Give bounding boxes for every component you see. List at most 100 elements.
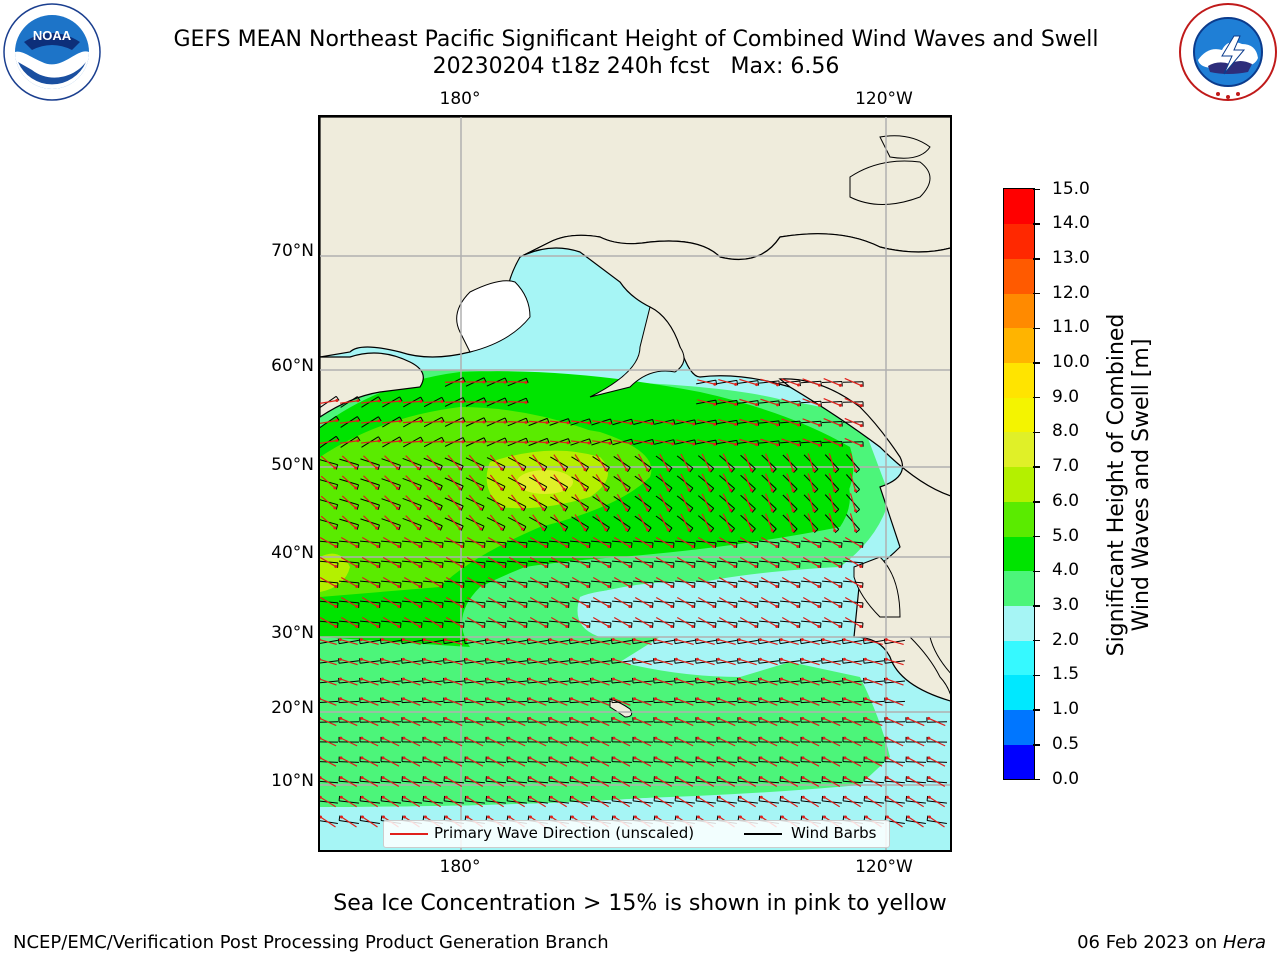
- wave-arrow-head: [360, 697, 364, 701]
- wave-arrow: [381, 440, 401, 444]
- wave-arrow-head: [717, 815, 721, 819]
- wave-arrow-head: [633, 815, 637, 819]
- colorbar-tick-label: 0.5: [1052, 733, 1080, 754]
- wave-arrow-head: [675, 736, 679, 740]
- wave-arrow-head: [570, 697, 574, 701]
- wave-arrow-head: [843, 677, 847, 681]
- wave-arrow-head: [645, 488, 649, 492]
- wind-barb-flag: [523, 466, 527, 472]
- wave-arrow-head: [770, 528, 774, 532]
- wave-arrow: [802, 398, 820, 406]
- colorbar-tick: [1033, 396, 1040, 399]
- wave-arrow: [677, 796, 693, 808]
- wave-arrow-head: [817, 443, 821, 447]
- wave-arrow-head: [759, 776, 763, 780]
- wind-barb-flag: [730, 528, 735, 533]
- wind-barb-flag: [543, 486, 548, 492]
- wave-arrow: [697, 658, 715, 666]
- wave-arrow-head: [754, 565, 758, 568]
- wave-arrow: [592, 717, 610, 727]
- wave-arrow-head: [713, 382, 717, 386]
- wind-barb-flag: [757, 420, 760, 426]
- wave-arrow-head: [320, 716, 322, 720]
- wave-arrow-head: [545, 441, 549, 445]
- wave-arrow-head: [628, 545, 632, 548]
- wind-barb-flag: [627, 507, 631, 513]
- wind-barb-flag: [793, 508, 798, 513]
- wave-arrow-head: [670, 605, 674, 608]
- wave-arrow-head: [523, 625, 527, 628]
- wave-arrow-head: [418, 605, 422, 608]
- wave-arrow: [466, 556, 484, 568]
- wave-arrow-head: [481, 545, 485, 548]
- wave-arrow-head: [843, 776, 847, 780]
- wave-arrow-head: [758, 657, 762, 661]
- wave-arrow: [616, 453, 628, 471]
- wave-arrow: [571, 616, 589, 628]
- wave-arrow-head: [864, 776, 868, 780]
- wave-arrow-head: [444, 815, 448, 819]
- wave-arrow: [680, 473, 690, 491]
- wave-arrow: [361, 576, 379, 588]
- wave-arrow-head: [356, 399, 360, 403]
- wind-barb-flag: [606, 487, 610, 492]
- wave-arrow: [802, 418, 820, 426]
- wave-arrow-head: [503, 400, 507, 404]
- wind-barb-flag: [356, 396, 361, 401]
- wave-arrow-head: [854, 509, 858, 513]
- wave-arrow-head: [859, 585, 863, 588]
- wind-barb-flag: [378, 416, 382, 422]
- wave-arrow: [823, 717, 841, 727]
- wave-arrow-head: [838, 585, 842, 588]
- wind-barb-flag: [335, 524, 339, 530]
- wave-arrow-head: [523, 605, 527, 608]
- wind-barb-flag: [504, 437, 508, 443]
- wave-arrow: [445, 536, 463, 548]
- wave-arrow: [340, 420, 358, 424]
- wave-arrow-head: [817, 565, 821, 568]
- wave-arrow: [844, 717, 862, 727]
- wind-barb-flag: [337, 658, 340, 664]
- wave-arrow-head: [649, 545, 653, 548]
- wind-barb-flag: [736, 638, 739, 644]
- wave-arrow: [807, 493, 815, 511]
- wave-arrow: [613, 698, 631, 706]
- wave-arrow-head: [338, 657, 342, 661]
- wave-arrow-head: [864, 795, 868, 799]
- wind-barb-flag: [668, 467, 673, 473]
- wave-arrow: [697, 737, 715, 747]
- wave-arrow: [802, 556, 820, 568]
- chart-title: GEFS MEAN Northeast Pacific Significant …: [173, 27, 1099, 52]
- wind-barb-flag: [463, 638, 466, 644]
- wave-arrow: [467, 796, 483, 808]
- wave-arrow-head: [775, 545, 779, 548]
- wave-arrow: [340, 596, 358, 608]
- wave-arrow-head: [360, 677, 364, 681]
- wave-arrow-head: [416, 486, 420, 490]
- wave-arrow: [760, 639, 778, 645]
- wave-arrow: [592, 639, 610, 645]
- wave-arrow-head: [817, 545, 821, 548]
- wind-barb-flag: [855, 469, 860, 474]
- wind-barb-flag: [772, 488, 777, 493]
- wave-arrow-head: [632, 657, 636, 661]
- wave-arrow: [574, 474, 586, 490]
- wave-arrow-head: [549, 716, 553, 720]
- wind-barb-flag: [359, 815, 362, 821]
- wind-barb-flag: [484, 638, 487, 644]
- wind-barb-flag: [668, 507, 673, 513]
- wave-arrow-head: [439, 625, 443, 628]
- wave-arrow-head: [738, 677, 742, 681]
- wave-arrow-head: [464, 657, 468, 661]
- wave-arrow: [320, 455, 336, 469]
- wave-arrow: [424, 777, 442, 787]
- wave-arrow-head: [696, 776, 700, 780]
- wind-barb-flag: [772, 468, 777, 473]
- wave-arrow-head: [696, 697, 700, 701]
- wave-arrow: [320, 616, 337, 628]
- wave-arrow: [722, 513, 732, 531]
- wave-arrow: [361, 737, 379, 747]
- wave-arrow-head: [397, 545, 401, 548]
- colorbar: [1003, 188, 1035, 780]
- wave-arrow: [426, 514, 440, 530]
